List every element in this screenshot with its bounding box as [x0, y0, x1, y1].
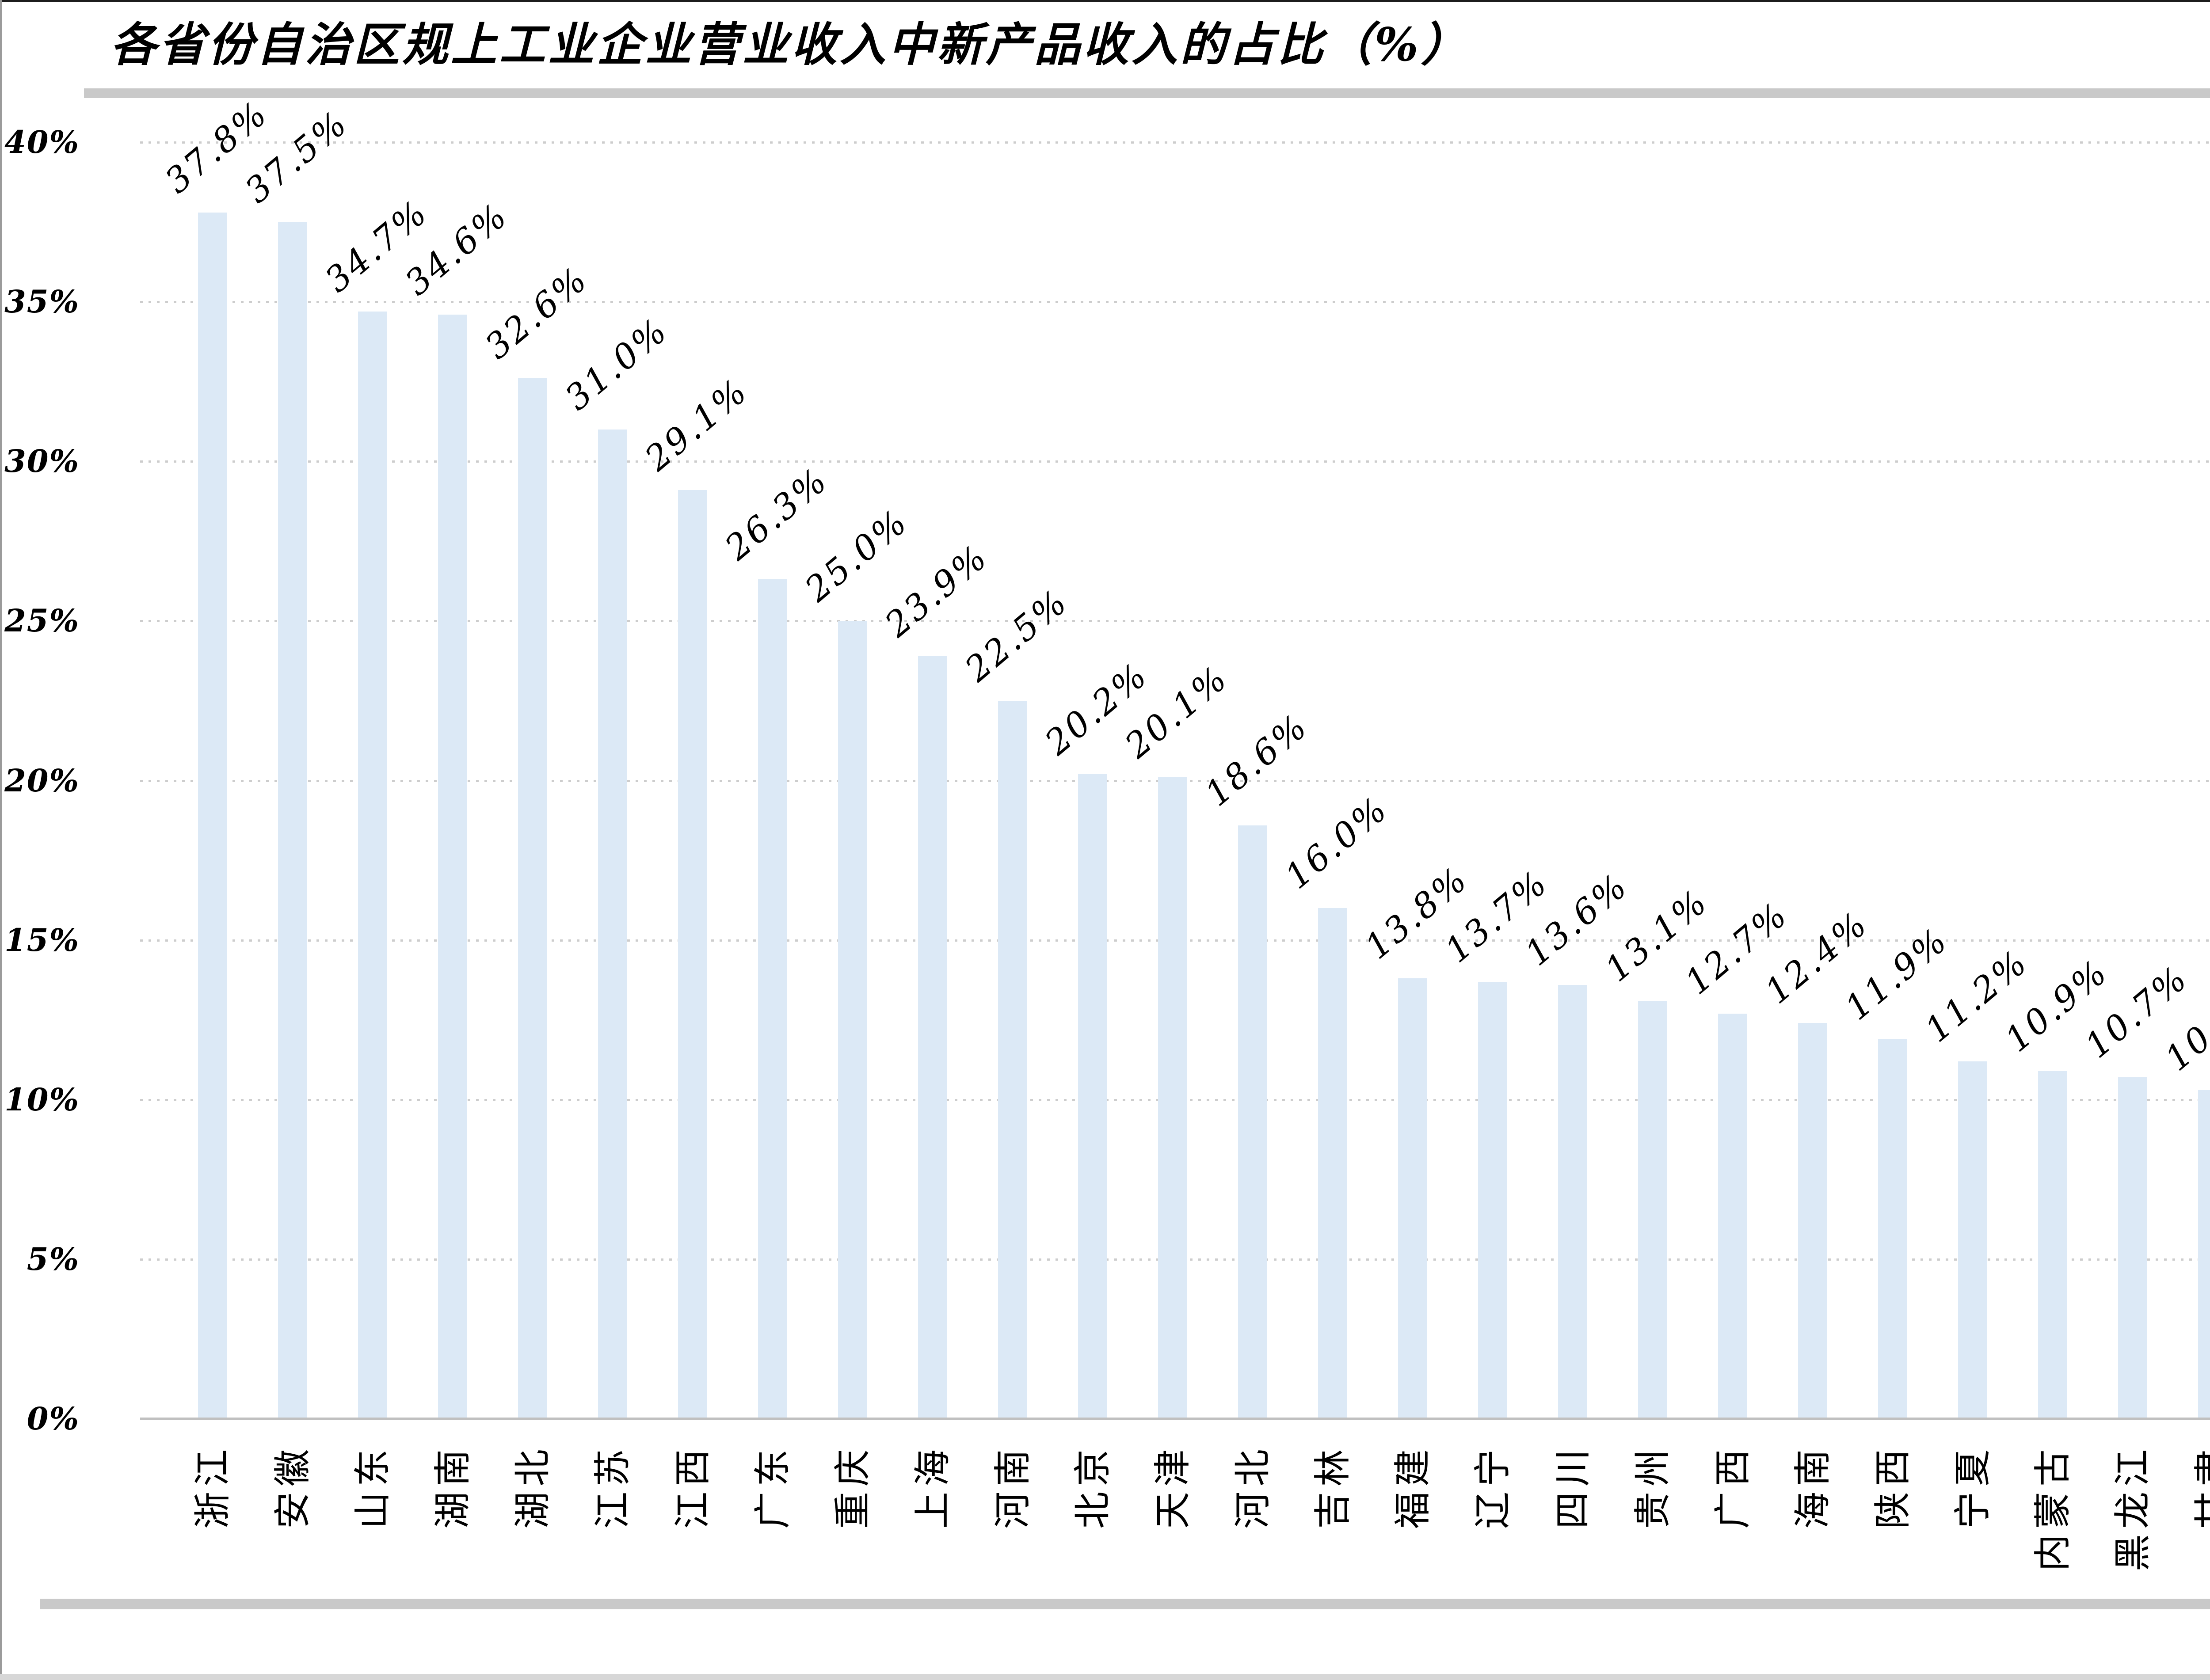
bar-重庆	[838, 621, 867, 1419]
x-axis-label-江西: 江西	[671, 1444, 714, 1529]
bar-北京	[1078, 774, 1107, 1419]
left-border	[0, 0, 2, 1680]
x-axis-label-海南: 海南	[1791, 1444, 1834, 1529]
bar-黑龙江	[2118, 1077, 2147, 1419]
x-axis-label-湖北: 湖北	[511, 1444, 554, 1529]
bar-安徽	[278, 222, 307, 1419]
bar-河南	[998, 700, 1027, 1419]
x-axis-label-吉林: 吉林	[1311, 1444, 1354, 1529]
bar-value-label: 18.6%	[1198, 706, 1316, 814]
x-axis-label-贵州: 贵州	[1631, 1444, 1674, 1529]
x-axis-label-甘肃: 甘肃	[2191, 1444, 2210, 1529]
bar-上海	[918, 656, 947, 1419]
y-axis-tick-label: 25%	[4, 602, 80, 639]
bottom-border	[0, 1674, 2210, 1680]
x-axis-label-宁夏: 宁夏	[1951, 1444, 1994, 1529]
bar-福建	[1398, 978, 1427, 1419]
x-axis-label-安徽: 安徽	[271, 1444, 314, 1529]
y-axis-tick-label: 20%	[4, 762, 80, 799]
y-axis-tick-label: 40%	[4, 124, 80, 160]
bar-四川	[1558, 984, 1587, 1419]
x-axis-label-河南: 河南	[991, 1444, 1034, 1529]
bar-山东	[358, 311, 387, 1419]
x-axis-label-内蒙古: 内蒙古	[2031, 1444, 2074, 1571]
x-axis-label-重庆: 重庆	[831, 1444, 874, 1529]
x-axis-label-河北: 河北	[1231, 1444, 1274, 1529]
y-axis-tick-label: 5%	[27, 1240, 80, 1277]
x-axis-label-山东: 山东	[351, 1444, 394, 1529]
bar-天津	[1158, 777, 1187, 1419]
bar-value-label: 26.3%	[718, 460, 836, 569]
bar-value-label: 31.0%	[558, 310, 676, 418]
bar-value-label: 32.6%	[478, 259, 596, 368]
bar-贵州	[1638, 1000, 1667, 1419]
bar-湖南	[438, 315, 467, 1419]
bar-宁夏	[1958, 1061, 1987, 1419]
x-axis-label-上海: 上海	[911, 1444, 954, 1529]
footer-separator-bar	[40, 1599, 2210, 1609]
bar-甘肃	[2198, 1090, 2210, 1419]
x-axis-label-浙江: 浙江	[191, 1444, 234, 1529]
x-axis-label-四川: 四川	[1551, 1444, 1594, 1529]
x-axis-baseline	[140, 1418, 2210, 1420]
bar-value-label: 23.9%	[878, 537, 996, 645]
x-axis-label-辽宁: 辽宁	[1471, 1444, 1514, 1529]
page-title: 各省份自治区规上工业企业营业收入中新产品收入的占比（%）	[110, 17, 1470, 72]
bar-辽宁	[1478, 981, 1507, 1419]
bar-value-label: 25.0%	[798, 502, 916, 610]
y-axis-tick-label: 10%	[4, 1081, 80, 1118]
title-separator-bar	[84, 88, 2210, 98]
y-axis-tick-label: 15%	[4, 921, 80, 958]
bar-浙江	[198, 212, 227, 1419]
x-axis-label-天津: 天津	[1151, 1444, 1194, 1529]
bar-广西	[1718, 1013, 1747, 1419]
bar-江西	[678, 490, 707, 1419]
y-axis-tick-label: 0%	[27, 1400, 80, 1437]
x-axis-label-广东: 广东	[751, 1444, 794, 1529]
x-axis-label-江苏: 江苏	[591, 1444, 634, 1529]
x-axis-label-广西: 广西	[1711, 1444, 1754, 1529]
y-axis-tick-label: 30%	[4, 443, 80, 480]
gridline-40pct	[140, 141, 2210, 144]
x-axis-label-福建: 福建	[1391, 1444, 1434, 1529]
bar-湖北	[518, 378, 547, 1419]
bar-广东	[758, 579, 787, 1419]
x-axis-label-陕西: 陕西	[1871, 1444, 1914, 1529]
x-axis-label-北京: 北京	[1071, 1444, 1114, 1529]
y-axis-tick-label: 35%	[4, 283, 80, 320]
top-border	[0, 0, 2210, 2]
bar-内蒙古	[2038, 1071, 2067, 1419]
bar-海南	[1798, 1023, 1827, 1419]
x-axis-label-黑龙江: 黑龙江	[2111, 1444, 2154, 1571]
x-axis-label-湖南: 湖南	[431, 1444, 474, 1529]
bar-陕西	[1878, 1039, 1907, 1419]
bar-河北	[1238, 825, 1267, 1419]
bar-value-label: 22.5%	[958, 582, 1076, 690]
gridline-30pct	[140, 460, 2210, 463]
gridline-35pct	[140, 301, 2210, 304]
bar-value-label: 16.0%	[1278, 789, 1396, 897]
bar-吉林	[1318, 908, 1347, 1419]
gridline-25pct	[140, 620, 2210, 623]
bar-江苏	[598, 430, 627, 1419]
